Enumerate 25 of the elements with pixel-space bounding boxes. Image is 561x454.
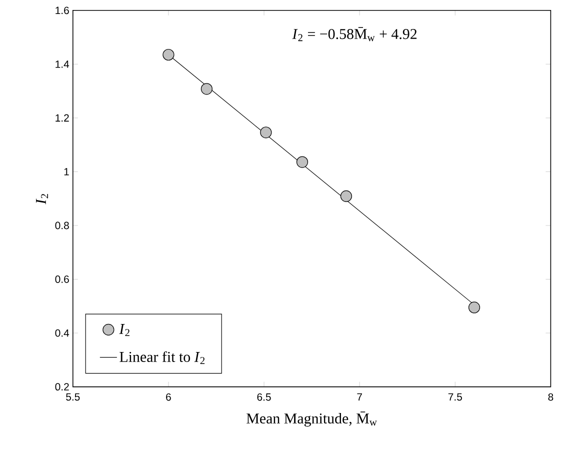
x-tick-label: 6 [166, 393, 171, 401]
legend-label: Linear fit to I$_{2}$ [120, 351, 205, 364]
point [162, 48, 174, 61]
y-tick-label: 0.2 [55, 383, 69, 391]
x-axis-title: Mean Magnitude, M̄$_{w}$ [246, 412, 377, 427]
x-tick-label: 8 [548, 393, 554, 401]
point [260, 126, 272, 138]
x-tick-label: 5.5 [66, 393, 80, 401]
y-tick-label: 1 [64, 168, 69, 176]
y-tick-label: 0.8 [55, 222, 69, 230]
x-tick-label: 7.5 [448, 393, 462, 401]
point [468, 302, 480, 314]
x-tick-label: 6.5 [257, 393, 271, 401]
point [340, 190, 352, 202]
point [296, 156, 308, 168]
y-axis-title: I$_{2}$ [36, 194, 48, 204]
point [200, 83, 212, 95]
y-tick-label: 0.6 [55, 276, 69, 283]
legend-label: I$_{2}$ [119, 324, 130, 336]
y-tick-label: 1.2 [56, 114, 69, 122]
annotation: I$_{2}$ = −0.58M̄$_{w}$ + 4.92 [292, 27, 417, 42]
y-tick-label: 1.4 [56, 60, 70, 68]
x-tick-label: 7 [357, 393, 362, 401]
y-tick-label: 1.6 [56, 6, 69, 14]
y-tick-label: 0.4 [55, 329, 70, 337]
